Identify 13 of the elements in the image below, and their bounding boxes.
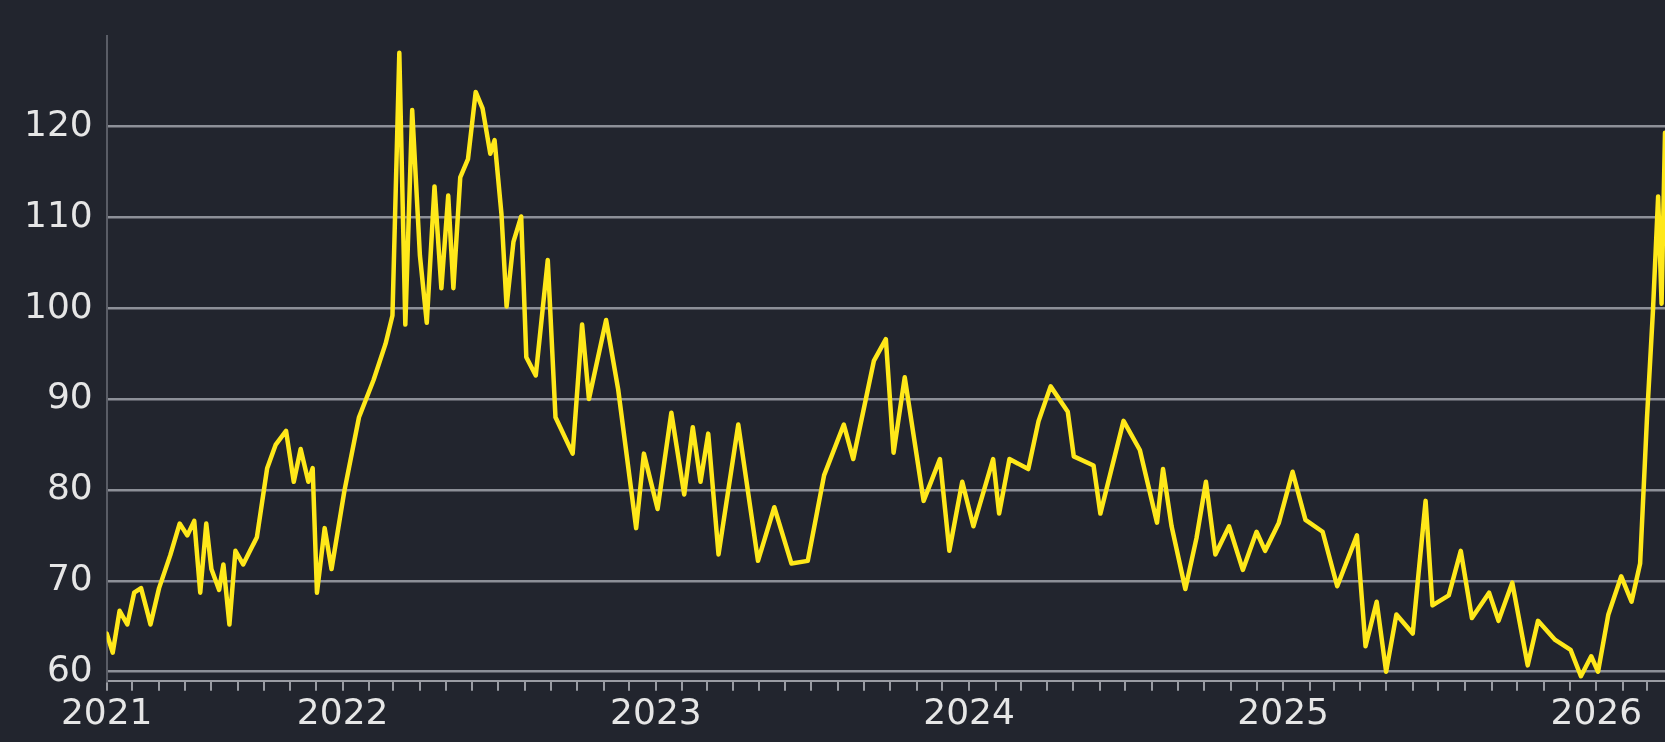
y-tick-label: 110: [23, 193, 93, 235]
x-tick-label: 2023: [610, 690, 702, 732]
y-tick-label: 100: [23, 284, 93, 326]
y-tick-label: 90: [46, 375, 93, 417]
x-tick-label: 2026: [1550, 690, 1643, 732]
y-tick-label: 60: [46, 648, 93, 690]
y-tick-label: 120: [23, 102, 93, 144]
x-tick-label: 2024: [923, 690, 1015, 732]
x-tick-label: 2021: [60, 690, 153, 732]
y-tick-label: 70: [46, 557, 93, 599]
x-tick-label: 2025: [1237, 690, 1329, 732]
x-tick-label: 2022: [296, 690, 389, 732]
y-tick-label: 80: [46, 466, 93, 508]
